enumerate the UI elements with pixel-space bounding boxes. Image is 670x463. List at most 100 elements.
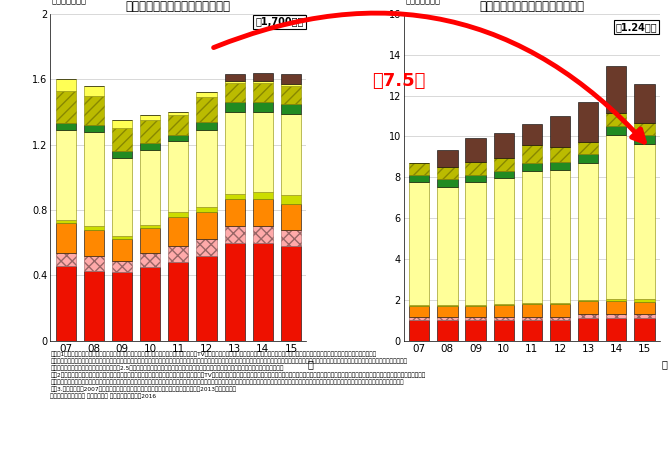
Bar (196, 122, 216, 130)
Bar (578, 314, 598, 319)
Bar (466, 306, 486, 317)
Bar (56, 130, 76, 220)
Text: 約1.24兆円: 約1.24兆円 (616, 22, 657, 32)
Bar (196, 92, 216, 97)
Bar (634, 299, 655, 301)
Bar (550, 147, 570, 163)
Bar (578, 102, 598, 142)
Bar (112, 128, 132, 151)
Bar (112, 239, 132, 261)
Bar (56, 252, 76, 266)
Title: 狭義の国内アニメ市場規模の推移: 狭義の国内アニメ市場規模の推移 (126, 0, 231, 13)
Bar (112, 261, 132, 272)
Bar (224, 82, 245, 102)
Bar (140, 150, 160, 225)
Bar (84, 256, 104, 270)
Bar (438, 306, 458, 317)
Bar (224, 226, 245, 243)
Bar (522, 124, 542, 145)
Bar (253, 112, 273, 192)
Bar (438, 305, 458, 306)
Bar (253, 73, 273, 81)
Bar (168, 217, 188, 246)
Bar (56, 266, 76, 341)
Bar (224, 75, 245, 81)
Bar (494, 320, 514, 341)
Bar (84, 270, 104, 341)
Text: 約1,700億円: 約1,700億円 (255, 17, 304, 27)
Bar (409, 175, 429, 182)
Bar (438, 317, 458, 320)
Bar (438, 150, 458, 167)
Bar (56, 124, 76, 130)
Bar (56, 79, 76, 91)
Bar (253, 81, 273, 82)
Bar (466, 182, 486, 305)
Bar (168, 141, 188, 212)
Text: 約7.5倍: 約7.5倍 (372, 72, 425, 90)
Bar (224, 81, 245, 82)
Bar (84, 96, 104, 125)
Bar (466, 320, 486, 341)
Bar (196, 97, 216, 122)
Bar (84, 86, 104, 96)
Bar (438, 187, 458, 305)
Bar (56, 223, 76, 252)
Bar (281, 246, 301, 341)
Bar (578, 155, 598, 163)
Bar (253, 192, 273, 199)
Bar (224, 243, 245, 341)
Bar (634, 84, 655, 123)
Bar (140, 252, 160, 267)
Bar (281, 86, 301, 104)
Bar (140, 267, 160, 341)
Bar (466, 305, 486, 306)
Bar (466, 317, 486, 320)
Bar (634, 144, 655, 299)
Bar (494, 171, 514, 178)
Bar (466, 138, 486, 162)
Bar (112, 236, 132, 239)
Bar (281, 113, 301, 195)
Bar (550, 320, 570, 341)
Bar (634, 301, 655, 314)
Bar (606, 300, 626, 314)
Bar (522, 317, 542, 320)
Bar (281, 104, 301, 113)
Bar (550, 317, 570, 320)
Bar (522, 305, 542, 317)
Text: 売上高、千億円: 売上高、千億円 (52, 0, 86, 6)
Bar (196, 239, 216, 256)
Bar (140, 225, 160, 228)
Bar (578, 142, 598, 155)
Bar (168, 212, 188, 217)
Bar (522, 171, 542, 303)
Bar (606, 135, 626, 299)
Bar (409, 317, 429, 320)
Text: 売上高、千億円: 売上高、千億円 (405, 0, 440, 6)
Bar (168, 263, 188, 341)
Bar (168, 246, 188, 263)
Bar (409, 163, 429, 175)
Bar (112, 272, 132, 341)
Bar (578, 300, 598, 301)
Bar (494, 317, 514, 320)
Bar (409, 305, 429, 306)
Bar (409, 182, 429, 305)
Bar (281, 195, 301, 204)
Bar (84, 131, 104, 226)
Bar (168, 115, 188, 135)
Bar (550, 163, 570, 170)
Bar (494, 158, 514, 171)
Bar (578, 163, 598, 300)
Bar (253, 243, 273, 341)
Bar (466, 175, 486, 182)
Bar (550, 303, 570, 305)
Bar (253, 226, 273, 243)
Bar (140, 115, 160, 120)
Bar (168, 135, 188, 141)
Bar (606, 319, 626, 341)
Bar (494, 306, 514, 317)
Bar (56, 220, 76, 223)
Bar (438, 167, 458, 179)
